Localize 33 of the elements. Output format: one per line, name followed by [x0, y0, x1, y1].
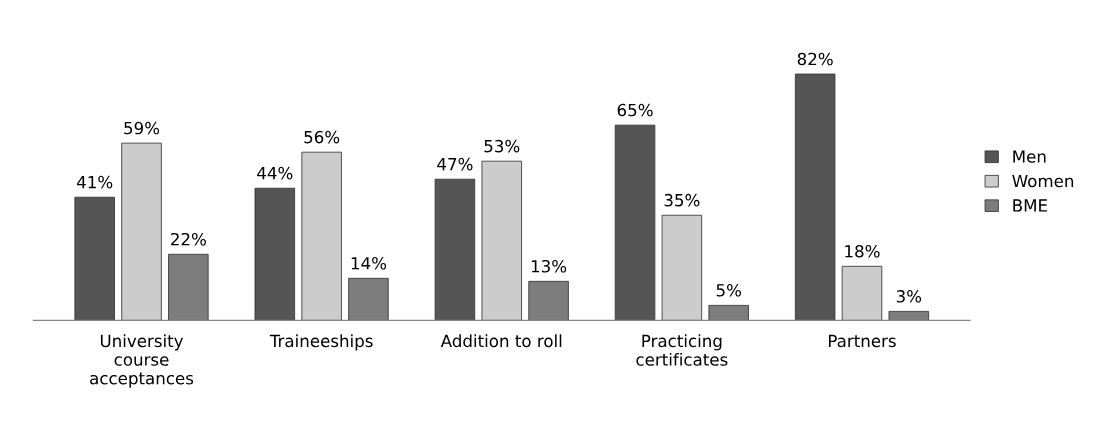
- data-label: 47%: [437, 157, 473, 171]
- legend-label: Women: [1012, 174, 1074, 188]
- data-label: 53%: [484, 139, 520, 153]
- bar: [841, 265, 883, 321]
- data-label: 35%: [664, 193, 700, 207]
- data-label: 41%: [76, 175, 113, 189]
- data-label: 65%: [617, 103, 653, 117]
- bar: [121, 142, 162, 321]
- data-label: 18%: [845, 244, 880, 258]
- x-tick-label: Practicing certificates: [636, 334, 728, 366]
- data-label: 82%: [797, 52, 833, 66]
- bar: [661, 214, 703, 321]
- bar: [254, 187, 296, 321]
- data-label: 13%: [531, 259, 567, 273]
- x-tick-label: Partners: [828, 334, 896, 348]
- x-tick-label: Traineeships: [269, 334, 373, 351]
- data-label: 59%: [124, 121, 160, 135]
- bar: [301, 151, 342, 321]
- data-label: 56%: [304, 130, 340, 144]
- legend-label: BME: [1013, 199, 1047, 212]
- legend-label: Men: [1013, 150, 1046, 163]
- bar: [614, 124, 656, 321]
- bar: [481, 160, 522, 321]
- bar: [74, 196, 115, 321]
- bar: [794, 73, 836, 321]
- data-label: 3%: [896, 290, 922, 303]
- data-label: 14%: [351, 256, 387, 270]
- x-tick-label: University course acceptances: [90, 334, 194, 388]
- x-tick-label: Addition to roll: [440, 334, 562, 348]
- data-label: 44%: [257, 166, 293, 180]
- data-label: 5%: [716, 283, 741, 297]
- data-label: 22%: [171, 232, 206, 246]
- bar: [434, 178, 476, 321]
